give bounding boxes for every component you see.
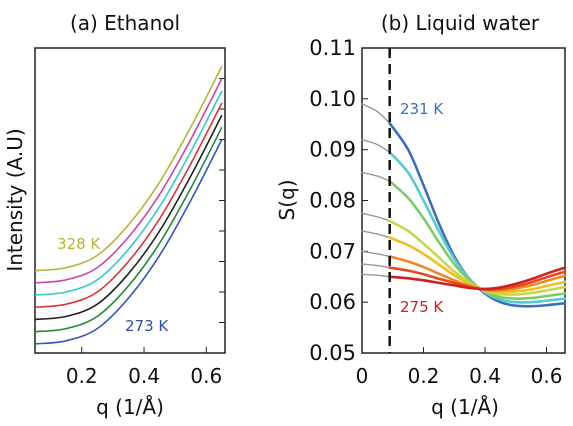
panel-b-extrapolated-line: [361, 273, 391, 278]
panel-a-series-line: [34, 90, 223, 296]
panel-b-x-axis-label: q (1/Å): [431, 395, 499, 419]
panel-b-extrapolated-line: [361, 230, 391, 239]
panel-a-plot-frame: [34, 47, 226, 354]
panel-a-annotation-328k: 328 K: [57, 235, 101, 253]
panel-a-y-axis-label: Intensity (A.U): [3, 128, 27, 271]
panel-a-series-line: [34, 114, 223, 321]
panel-b-extrapolated-line: [361, 212, 391, 222]
panel-b-y-tick-label: 0.08: [309, 189, 356, 213]
panel-a-series-line: [34, 78, 223, 284]
panel-a-series-lines: [34, 65, 223, 345]
panel-b-extrapolated-line: [361, 103, 391, 124]
panel-b-x-tick-label: 0: [356, 364, 369, 388]
panel-a-x-tick-label: 0.4: [128, 364, 160, 388]
panel-a-title: (a) Ethanol: [70, 11, 180, 35]
panel-a-x-tick-label: 0.6: [190, 364, 222, 388]
panel-a-ethanol: (a) Ethanol 0.2 0.4 0.6 328 K 273 K Intens…: [3, 11, 226, 419]
panel-b-y-tick-label: 0.09: [309, 138, 356, 162]
panel-b-series-lines: [361, 103, 567, 308]
panel-b-title: (b) Liquid water: [381, 11, 540, 35]
panel-a-x-ticks: 0.2 0.4 0.6: [66, 347, 222, 388]
panel-b-y-tick-label: 0.06: [309, 290, 356, 314]
panel-b-y-tick-label: 0.10: [309, 87, 356, 111]
panel-b-extrapolated-line: [361, 263, 391, 269]
panel-b-extrapolated-line: [361, 171, 391, 182]
panel-a-series-line: [34, 102, 223, 309]
panel-a-series-line: [34, 126, 223, 333]
panel-b-y-axis-label: S(q): [275, 180, 299, 221]
panel-a-x-axis-label: q (1/Å): [96, 395, 164, 419]
panel-b-annotation-275k: 275 K: [400, 298, 444, 316]
panel-a-annotation-273k: 273 K: [125, 317, 169, 335]
panel-b-x-ticks: 0 0.2 0.4 0.6: [356, 347, 563, 388]
panel-b-y-tick-label: 0.11: [309, 36, 356, 60]
panel-a-x-tick-label: 0.2: [66, 364, 98, 388]
panel-b-annotation-231k: 231 K: [400, 100, 444, 118]
panel-b-liquid-water: (b) Liquid water 0.05 0.06 0.07 0.08 0.09 0.1…: [275, 11, 567, 419]
panel-b-extrapolated-line: [361, 250, 391, 258]
panel-b-x-tick-label: 0.4: [469, 364, 501, 388]
panel-b-extrapolated-line: [361, 138, 391, 153]
panel-a-series-line: [34, 65, 223, 272]
panel-b-y-tick-label: 0.07: [309, 239, 356, 263]
panel-b-y-tick-label: 0.05: [309, 341, 356, 365]
panel-a-y-ticks: [219, 78, 225, 323]
panel-a-series-line: [34, 139, 223, 345]
panel-b-x-tick-label: 0.2: [408, 364, 440, 388]
panel-b-y-ticks: 0.05 0.06 0.07 0.08 0.09 0.10 0.11: [309, 36, 368, 365]
panel-b-x-tick-label: 0.6: [531, 364, 563, 388]
panel-b-series-line: [388, 266, 567, 291]
